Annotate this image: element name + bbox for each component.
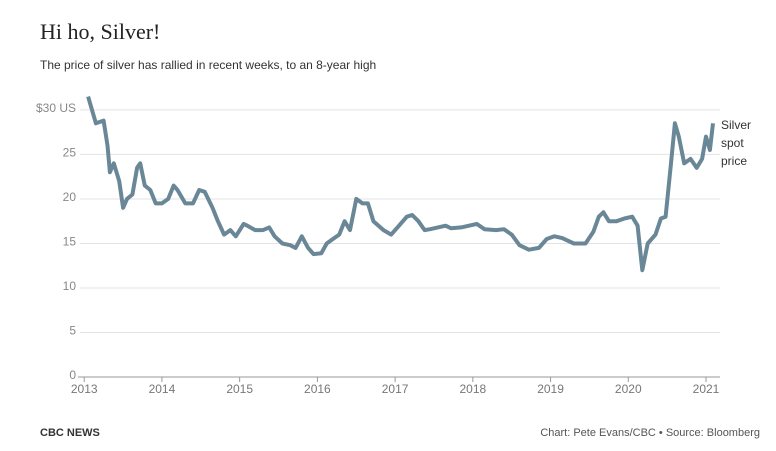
y-tick-label: 5 <box>69 324 76 338</box>
x-tick-label: 2018 <box>459 382 486 396</box>
x-tick-label: 2017 <box>382 382 409 396</box>
x-tick-label: 2019 <box>537 382 564 396</box>
x-tick-label: 2014 <box>149 382 176 396</box>
x-tick-label: 2015 <box>226 382 253 396</box>
y-tick-label: 25 <box>63 146 77 160</box>
y-tick-label: 15 <box>63 235 77 249</box>
y-tick-label: 10 <box>63 279 77 293</box>
chart-title: Hi ho, Silver! <box>40 19 160 44</box>
line <box>86 96 715 273</box>
x-tick-label: 2021 <box>693 382 720 396</box>
x-tick-label: 2016 <box>304 382 331 396</box>
y-tick-label: $30 US <box>36 101 76 115</box>
series-label: Silver spot price <box>721 118 752 168</box>
x-tick-label: 2013 <box>71 382 98 396</box>
x-tick-label: 2020 <box>615 382 642 396</box>
chart-subtitle: The price of silver has rallied in recen… <box>40 58 376 72</box>
y-tick-label: 0 <box>69 368 76 382</box>
source: Chart: Pete Evans/CBC • Source: Bloomber… <box>540 427 760 439</box>
brand: CBC NEWS <box>40 427 100 439</box>
y-tick-label: 20 <box>63 190 77 204</box>
